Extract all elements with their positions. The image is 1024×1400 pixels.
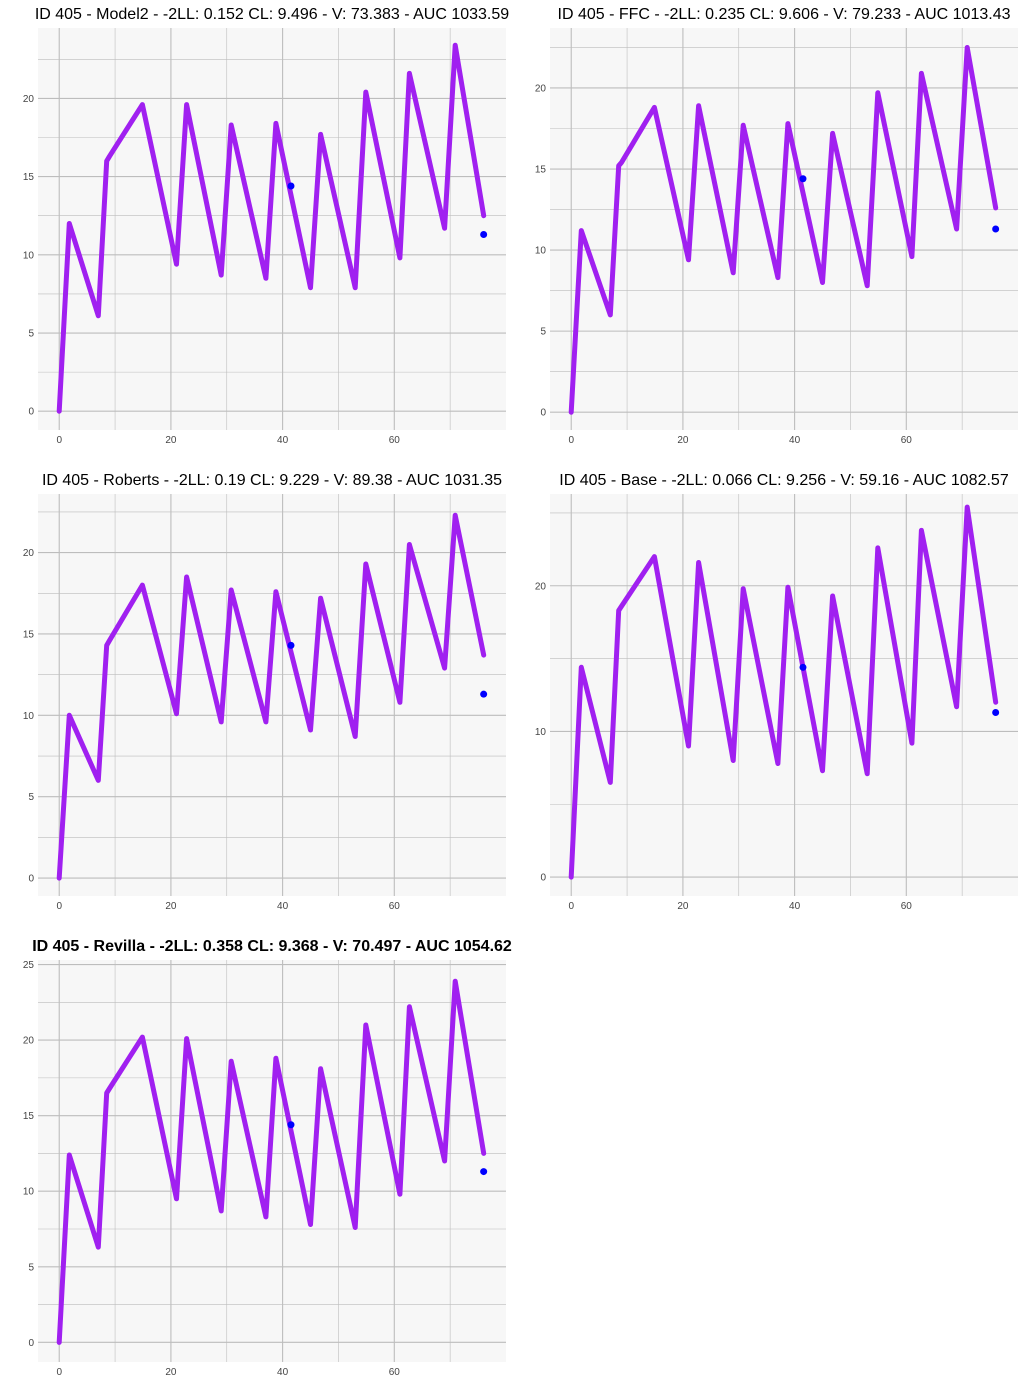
observed-point [480,230,488,238]
x-tick-label: 0 [568,901,574,912]
x-tick-label: 0 [56,901,62,912]
y-tick-label: 0 [540,408,546,419]
x-tick-label: 40 [789,435,801,446]
observed-point [799,663,807,671]
observed-point [287,1121,295,1129]
y-tick-label: 20 [23,1036,35,1047]
x-tick-label: 20 [677,901,689,912]
y-tick-label: 10 [535,727,547,738]
y-tick-label: 5 [28,792,34,803]
concentration-line [56,978,487,1345]
concentration-line [568,504,999,880]
x-tick-label: 20 [165,435,177,446]
x-tick-label: 20 [165,901,177,912]
plot-background [38,28,506,430]
y-tick-label: 25 [23,960,35,971]
plot-background [550,28,1018,430]
y-tick-label: 10 [23,1187,35,1198]
y-tick-label: 20 [23,548,35,559]
x-tick-label: 40 [789,901,801,912]
observed-point [992,225,1000,233]
x-tick-label: 0 [56,1367,62,1378]
y-tick-label: 0 [28,1338,34,1349]
y-tick-label: 10 [23,711,35,722]
x-tick-label: 60 [901,435,913,446]
y-tick-label: 0 [540,873,546,884]
x-tick-label: 0 [56,435,62,446]
y-tick-label: 15 [23,172,35,183]
x-tick-label: 40 [277,1367,289,1378]
chart-title: ID 405 - Revilla - -2LL: 0.358 CL: 9.368… [32,938,512,955]
y-tick-label: 5 [540,327,546,338]
concentration-line [56,512,487,881]
y-tick-label: 5 [28,329,34,340]
x-tick-label: 20 [165,1367,177,1378]
y-tick-label: 0 [28,874,34,885]
chart-title: ID 405 - FFC - -2LL: 0.235 CL: 9.606 - V… [558,6,1011,23]
plot-background [38,960,506,1362]
y-tick-label: 20 [23,94,35,105]
y-tick-label: 20 [535,83,547,94]
y-tick-label: 10 [23,250,35,261]
y-tick-label: 10 [535,246,547,257]
chart-panel-revilla: ID 405 - Revilla - -2LL: 0.358 CL: 9.368… [0,932,512,1388]
chart-title: ID 405 - Model2 - -2LL: 0.152 CL: 9.496 … [35,6,509,23]
x-tick-label: 60 [389,901,401,912]
concentration-line [568,45,999,415]
chart-panel-base: ID 405 - Base - -2LL: 0.066 CL: 9.256 - … [512,466,1024,922]
x-tick-label: 40 [277,901,289,912]
y-tick-label: 20 [535,581,547,592]
chart-panel-roberts: ID 405 - Roberts - -2LL: 0.19 CL: 9.229 … [0,466,512,922]
y-tick-label: 15 [23,1111,35,1122]
concentration-line [56,42,487,414]
x-tick-label: 60 [901,901,913,912]
observed-point [480,1168,488,1176]
y-tick-label: 15 [23,629,35,640]
observed-point [992,708,1000,716]
chart-panel-ffc: ID 405 - FFC - -2LL: 0.235 CL: 9.606 - V… [512,0,1024,456]
y-tick-label: 5 [28,1262,34,1273]
x-tick-label: 60 [389,1367,401,1378]
observed-point [287,641,295,649]
observed-point [799,175,807,183]
y-tick-label: 0 [28,407,34,418]
chart-title: ID 405 - Roberts - -2LL: 0.19 CL: 9.229 … [42,472,502,489]
observed-point [287,182,295,190]
x-tick-label: 20 [677,435,689,446]
x-tick-label: 60 [389,435,401,446]
observed-point [480,690,488,698]
x-tick-label: 0 [568,435,574,446]
x-tick-label: 40 [277,435,289,446]
y-tick-label: 15 [535,165,547,176]
chart-title: ID 405 - Base - -2LL: 0.066 CL: 9.256 - … [559,472,1009,489]
plot-background [38,494,506,896]
chart-panel-model2: ID 405 - Model2 - -2LL: 0.152 CL: 9.496 … [0,0,512,456]
